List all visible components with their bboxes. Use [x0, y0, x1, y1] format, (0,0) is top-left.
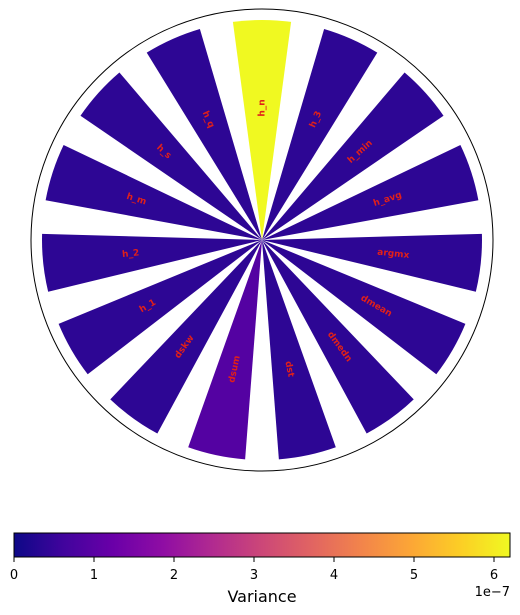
- colorbar-tick-label: 0: [10, 568, 18, 583]
- wedge-label-dst: dst: [282, 360, 295, 379]
- wedge-dskw: [110, 240, 262, 434]
- colorbar-tick-label: 6: [490, 568, 498, 583]
- colorbar-tick-label: 2: [170, 568, 178, 583]
- wedge-h_avg: [262, 144, 479, 240]
- wedge-h_1: [58, 240, 262, 375]
- wedge-h_s: [80, 72, 262, 241]
- colorbar-label: Variance: [227, 587, 296, 606]
- wedge-label-h_2: h_2: [122, 248, 140, 260]
- colorbar-tick-label: 4: [330, 568, 338, 583]
- wedge-dsum: [188, 240, 262, 460]
- wedge-argmx: [262, 233, 482, 292]
- wedge-label-h_n: h_n: [258, 99, 268, 116]
- wedge-dmedn: [262, 240, 414, 434]
- polar-frame: [30, 8, 494, 472]
- wedge-group: [42, 19, 482, 460]
- wedge-h_3: [262, 28, 378, 241]
- colorbar-tick-label: 3: [250, 568, 258, 583]
- colorbar-ticks: 0 1 2 3 4 5 6: [10, 557, 498, 583]
- wedge-h_n: [232, 19, 292, 241]
- wedge-h_q: [146, 28, 262, 241]
- colorbar-gradient: [13, 532, 511, 558]
- wedge-label-argmx: argmx: [377, 248, 410, 261]
- colorbar-tick-label: 5: [410, 568, 418, 583]
- colorbar-tick-label: 1: [90, 568, 98, 583]
- wedge-dst: [262, 240, 336, 460]
- wedge-h_m: [45, 144, 262, 240]
- colorbar-offset-text: 1e−7: [475, 585, 510, 600]
- wedge-h_min: [262, 72, 444, 241]
- wedge-dmean: [262, 240, 466, 375]
- colorbar: 0 1 2 3 4 5 6 1e−7 Variance: [10, 532, 511, 606]
- wedge-h_2: [42, 233, 262, 292]
